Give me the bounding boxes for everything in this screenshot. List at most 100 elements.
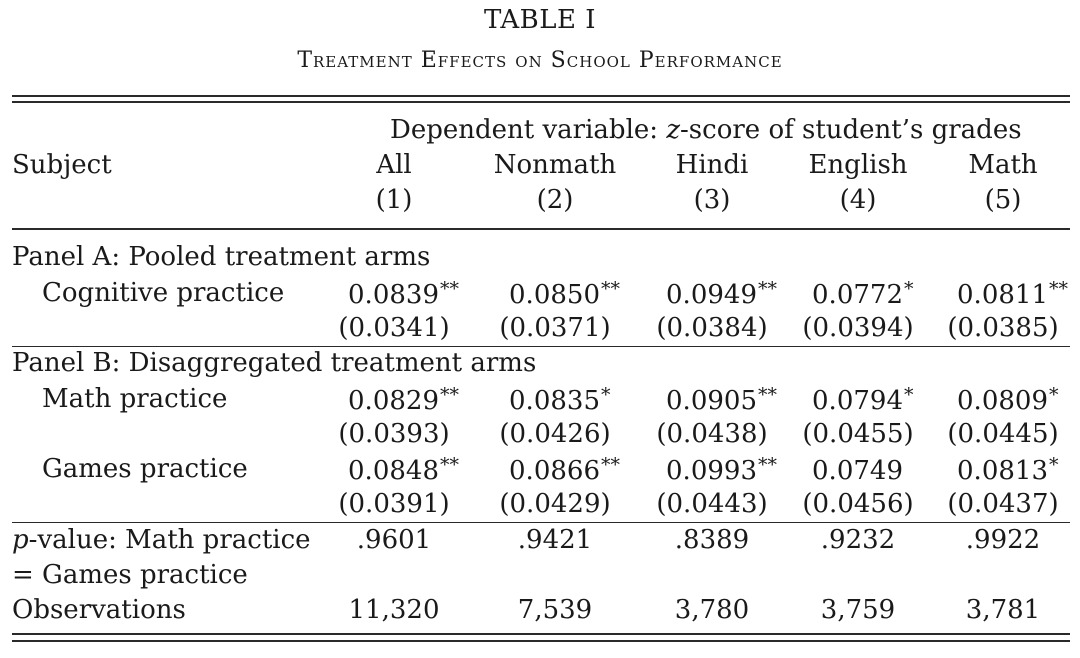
- pvalue-value: .8389: [674, 525, 750, 555]
- standard-error: (0.0341): [338, 313, 450, 343]
- significance-stars: *: [903, 384, 914, 406]
- coefficient-value: 0.0772: [812, 280, 903, 310]
- coefficient-value: 0.0835: [509, 386, 600, 416]
- coefficient-value: 0.0905: [666, 386, 757, 416]
- coefficient-value: 0.0993: [666, 456, 757, 486]
- standard-error: (0.0429): [499, 489, 611, 519]
- coefficient-cell: **0.0835**: [489, 384, 621, 416]
- table-title: TABLE I: [483, 5, 597, 35]
- pvalue-value: .9421: [517, 525, 593, 555]
- significance-stars: *: [1048, 384, 1059, 406]
- row-label: Cognitive practice: [42, 278, 285, 308]
- subject-header: Subject: [12, 150, 112, 180]
- standard-error: (0.0426): [499, 419, 611, 449]
- observations-value: 3,780: [674, 595, 750, 625]
- coefficient-cell: **0.0772**: [792, 278, 924, 310]
- panel-separator-rule: [12, 346, 1070, 347]
- pvalue-separator-rule: [12, 522, 1070, 523]
- standard-error: (0.0455): [802, 419, 914, 449]
- significance-stars: **: [439, 454, 459, 476]
- standard-error: (0.0371): [499, 313, 611, 343]
- column-name: Hindi: [675, 150, 749, 180]
- coefficient-cell: **0.0993**: [646, 454, 778, 486]
- column-number: (1): [375, 185, 413, 215]
- observations-value: 3,781: [965, 595, 1041, 625]
- column-name: Math: [968, 150, 1038, 180]
- column-number: (4): [839, 185, 877, 215]
- coefficient-cell: **0.0749**: [792, 456, 924, 484]
- pvalue-value: .9922: [965, 525, 1041, 555]
- dep-italic: z: [666, 115, 681, 145]
- pvalue-value: .9601: [356, 525, 432, 555]
- standard-error: (0.0438): [656, 419, 768, 449]
- coefficient-value: 0.0794: [812, 386, 903, 416]
- coefficient-value: 0.0813: [957, 456, 1048, 486]
- standard-error: (0.0437): [947, 489, 1059, 519]
- coefficient-cell: **0.0850**: [489, 278, 621, 310]
- column-number: (5): [984, 185, 1022, 215]
- standard-error: (0.0456): [802, 489, 914, 519]
- coefficient-value: 0.0809: [957, 386, 1048, 416]
- top-rule-2: [12, 101, 1070, 103]
- significance-stars: **: [757, 454, 777, 476]
- coefficient-value: 0.0811: [957, 280, 1048, 310]
- significance-stars: *: [600, 384, 611, 406]
- significance-stars: *: [1048, 454, 1059, 476]
- significance-stars: **: [757, 384, 777, 406]
- column-name: English: [808, 150, 908, 180]
- standard-error: (0.0384): [656, 313, 768, 343]
- coefficient-value: 0.0839: [348, 280, 439, 310]
- standard-error: (0.0445): [947, 419, 1059, 449]
- significance-stars: **: [439, 384, 459, 406]
- panel-b-label: Panel B: Disaggregated treatment arms: [12, 348, 537, 378]
- table-subtitle: Treatment Effects on School Performance: [297, 48, 783, 73]
- coefficient-cell: **0.0839**: [328, 278, 460, 310]
- column-number: (3): [693, 185, 731, 215]
- pvalue-label-rest: -value: Math practice: [28, 525, 311, 555]
- significance-stars: **: [439, 278, 459, 300]
- coefficient-value: 0.0866: [509, 456, 600, 486]
- pvalue-value: .9232: [820, 525, 896, 555]
- coefficient-cell: **0.0809**: [937, 384, 1069, 416]
- coefficient-cell: **0.0813**: [937, 454, 1069, 486]
- pvalue-label-line2: = Games practice: [12, 560, 248, 590]
- dep-prefix: Dependent variable:: [390, 115, 667, 145]
- coefficient-value: 0.0850: [509, 280, 600, 310]
- dep-suffix: -score of student’s grades: [680, 115, 1022, 145]
- bottom-rule-1: [12, 633, 1070, 635]
- significance-stars: **: [1048, 278, 1068, 300]
- coefficient-value: 0.0829: [348, 386, 439, 416]
- standard-error: (0.0393): [338, 419, 450, 449]
- coefficient-cell: **0.0949**: [646, 278, 778, 310]
- column-name: Nonmath: [493, 150, 617, 180]
- dependent-variable-header: Dependent variable: z-score of student’s…: [390, 117, 1022, 143]
- coefficient-cell: **0.0848**: [328, 454, 460, 485]
- standard-error: (0.0394): [802, 313, 914, 343]
- coefficient-cell: **0.0829**: [328, 384, 460, 416]
- row-label: Math practice: [42, 384, 228, 414]
- coefficient-value: 0.0949: [666, 280, 757, 310]
- standard-error: (0.0385): [947, 313, 1059, 343]
- coefficient-cell: **0.0905**: [646, 384, 778, 416]
- standard-error: (0.0443): [656, 489, 768, 519]
- pvalue-label-italic: p: [12, 525, 29, 555]
- observations-value: 7,539: [517, 595, 593, 625]
- significance-stars: *: [903, 278, 914, 300]
- standard-error: (0.0391): [338, 489, 450, 519]
- significance-stars: **: [600, 278, 620, 300]
- header-bottom-rule: [12, 228, 1070, 230]
- column-number: (2): [536, 185, 574, 215]
- coefficient-cell: **0.0866**: [489, 454, 621, 486]
- row-label: Games practice: [42, 454, 248, 484]
- coefficient-value: 0.0749: [812, 456, 903, 486]
- observations-value: 11,320: [348, 595, 440, 625]
- panel-a-label: Panel A: Pooled treatment arms: [12, 242, 431, 272]
- coefficient-cell: **0.0794**: [792, 384, 924, 416]
- significance-stars: **: [600, 454, 620, 476]
- column-name: All: [376, 150, 412, 180]
- observations-value: 3,759: [820, 595, 896, 625]
- significance-stars: **: [757, 278, 777, 300]
- observations-label: Observations: [12, 595, 186, 625]
- bottom-rule-2: [12, 640, 1070, 642]
- pvalue-label: p-value: Math practice: [12, 527, 311, 553]
